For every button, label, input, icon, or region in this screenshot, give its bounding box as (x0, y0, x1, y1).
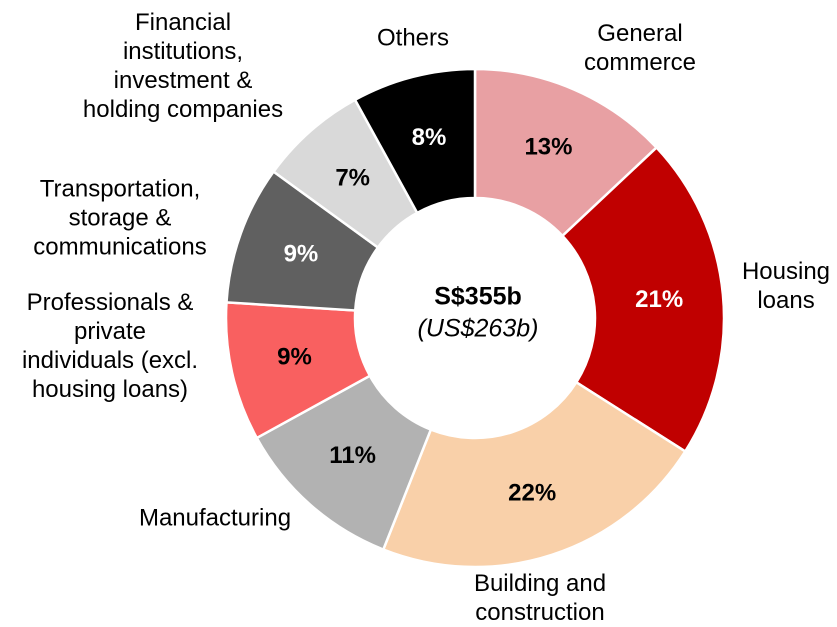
center-sublabel: (US$263b) (418, 315, 539, 343)
slice (473, 67, 659, 238)
value-label: 21% (635, 286, 683, 313)
category-label: Transportation, storage & communications (33, 175, 207, 261)
value-label: 7% (335, 165, 370, 192)
value-label: 9% (284, 241, 319, 268)
value-label: 8% (412, 124, 447, 151)
slice (353, 67, 477, 215)
category-label: General commerce (583, 20, 697, 76)
center-label: S$355b (434, 283, 522, 311)
category-label: Financial institutions, investment & hol… (82, 9, 284, 123)
category-label: Housing loans (741, 258, 831, 314)
category-label: Others (376, 24, 450, 52)
category-label: Building and construction (473, 570, 607, 626)
category-label: Manufacturing (138, 504, 292, 532)
category-label: Professionals & private individuals (exc… (21, 289, 199, 403)
value-label: 22% (508, 479, 556, 506)
value-label: 11% (329, 442, 376, 469)
value-label: 13% (524, 134, 572, 161)
slice (560, 145, 726, 454)
value-label: 9% (277, 344, 312, 371)
slice (381, 380, 687, 569)
